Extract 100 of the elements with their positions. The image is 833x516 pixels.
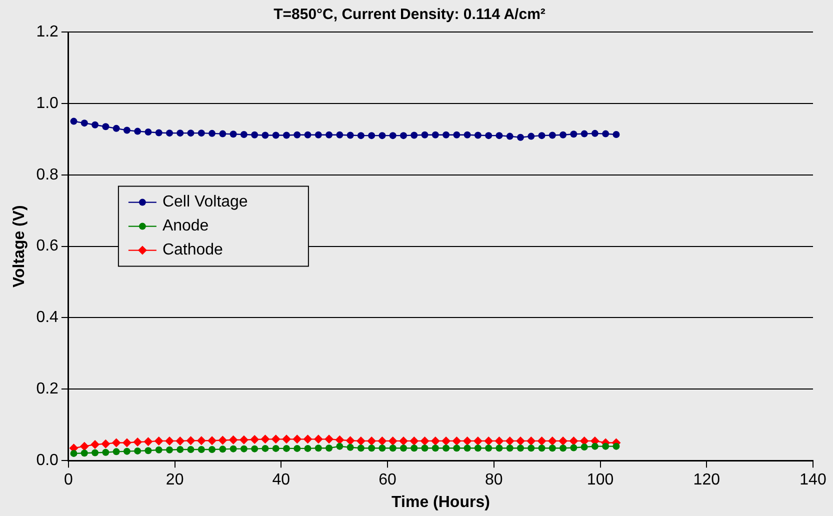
- point: [262, 444, 269, 452]
- point: [484, 436, 494, 446]
- point: [453, 444, 460, 452]
- point: [314, 434, 323, 444]
- point: [326, 131, 333, 138]
- point: [346, 132, 354, 139]
- point: [516, 134, 524, 141]
- point: [602, 130, 610, 138]
- point: [304, 444, 312, 452]
- point: [398, 436, 408, 446]
- point: [388, 436, 398, 446]
- point: [240, 131, 248, 138]
- point: [208, 436, 217, 446]
- point: [442, 436, 451, 446]
- point: [154, 436, 164, 446]
- point: [294, 131, 301, 138]
- point: [485, 132, 492, 140]
- point: [538, 132, 546, 140]
- point: [516, 436, 525, 446]
- point: [176, 130, 184, 137]
- point: [505, 436, 514, 446]
- point: [144, 447, 152, 454]
- point: [187, 130, 194, 137]
- point: [378, 444, 386, 452]
- point: [304, 131, 312, 138]
- point: [378, 436, 387, 446]
- point: [176, 446, 184, 454]
- point: [432, 444, 439, 452]
- point: [378, 132, 386, 140]
- point: [335, 435, 344, 444]
- point: [462, 436, 472, 446]
- point: [400, 132, 407, 140]
- y-axis-title: Voltage (V): [11, 205, 28, 288]
- point: [70, 118, 78, 125]
- point: [196, 436, 206, 446]
- point: [528, 132, 535, 140]
- point: [166, 130, 173, 137]
- point: [580, 130, 588, 138]
- point: [271, 434, 280, 444]
- point: [591, 130, 598, 137]
- point: [228, 435, 238, 444]
- point: [239, 435, 248, 444]
- point: [496, 132, 503, 140]
- point: [368, 444, 376, 452]
- point: [133, 438, 142, 447]
- point: [134, 128, 142, 135]
- point: [314, 444, 322, 452]
- point: [292, 434, 302, 444]
- y-tick-label: 0.8: [36, 166, 59, 184]
- point: [176, 436, 185, 446]
- legend-label: Cathode: [162, 242, 224, 259]
- point: [251, 131, 258, 138]
- point: [430, 436, 440, 446]
- point: [432, 131, 439, 138]
- point: [144, 437, 153, 446]
- point: [421, 444, 428, 452]
- point: [506, 444, 514, 452]
- point: [474, 444, 482, 452]
- point: [442, 131, 450, 138]
- point: [251, 445, 258, 452]
- point: [346, 436, 355, 446]
- x-tick-label: 140: [800, 472, 826, 489]
- point: [336, 442, 344, 450]
- y-tick-label: 0.4: [36, 309, 59, 326]
- point: [453, 131, 460, 138]
- point: [410, 132, 418, 139]
- point: [506, 132, 514, 140]
- point: [198, 446, 205, 454]
- y-tick-label: 1.2: [36, 23, 59, 40]
- point: [272, 132, 280, 139]
- point: [282, 132, 290, 139]
- point: [102, 448, 110, 456]
- point: [314, 131, 322, 138]
- point: [282, 444, 290, 452]
- point: [526, 436, 536, 446]
- point: [198, 130, 205, 137]
- point: [580, 444, 588, 451]
- point: [155, 129, 162, 136]
- point: [219, 130, 226, 138]
- x-tick-label: 0: [64, 472, 73, 489]
- point: [367, 436, 376, 446]
- point: [569, 436, 578, 446]
- point: [357, 132, 364, 140]
- y-tick-label: 0.0: [36, 452, 59, 470]
- point: [474, 132, 482, 139]
- point: [92, 121, 99, 128]
- point: [538, 444, 546, 452]
- point: [464, 444, 471, 452]
- point: [464, 131, 471, 138]
- point: [473, 436, 482, 446]
- point: [240, 445, 248, 452]
- point: [80, 450, 88, 457]
- point: [282, 434, 291, 444]
- x-axis-title: Time (Hours): [392, 494, 490, 511]
- point: [122, 438, 132, 448]
- point: [324, 434, 334, 444]
- x-tick-label: 100: [586, 472, 614, 489]
- point: [90, 440, 100, 450]
- point: [303, 434, 312, 444]
- point: [356, 436, 366, 446]
